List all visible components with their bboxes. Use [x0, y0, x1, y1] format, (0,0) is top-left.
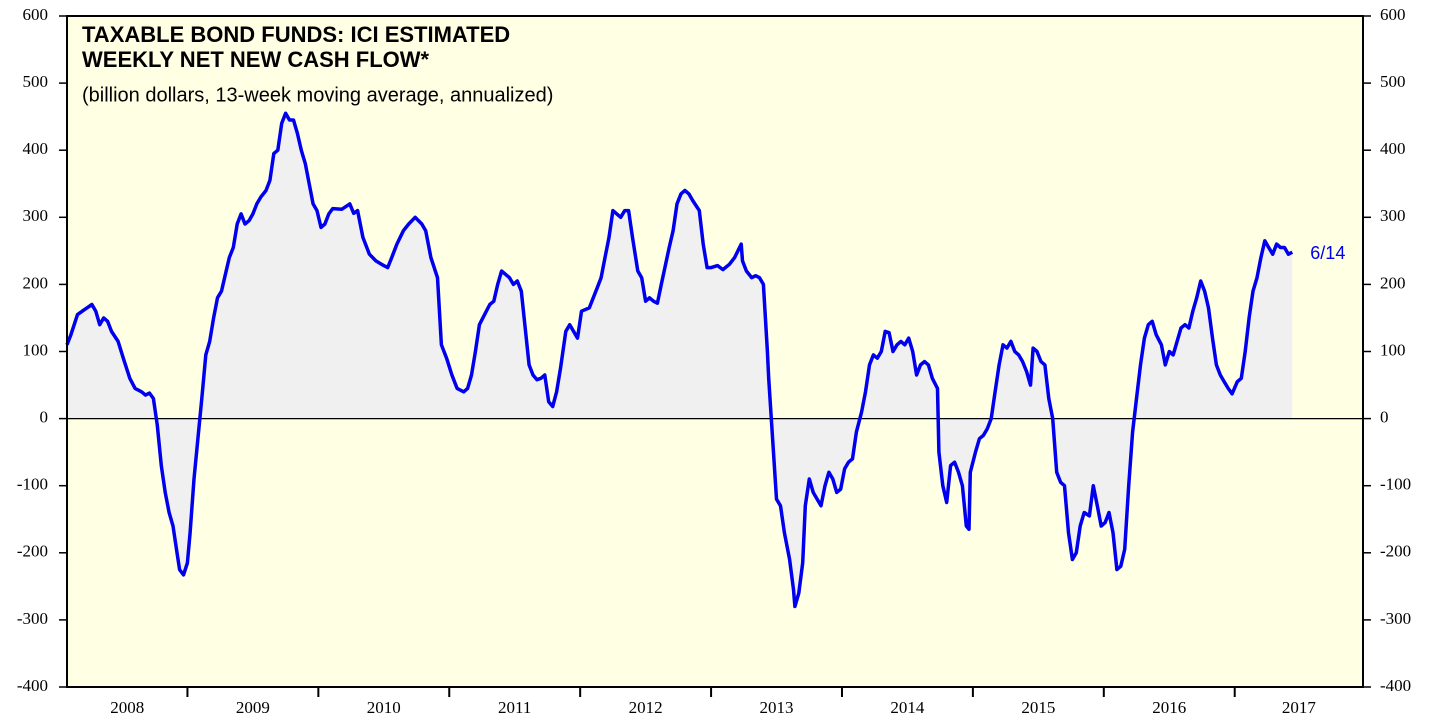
y2-tick-label: 500	[1380, 72, 1406, 91]
y-tick-label: 400	[23, 139, 49, 158]
x-tick-label: 2014	[890, 698, 925, 717]
y2-tick-label: -200	[1380, 542, 1411, 561]
chart-subtitle: (billion dollars, 13-week moving average…	[82, 84, 553, 106]
y-tick-label: -300	[17, 609, 48, 628]
y2-tick-label: 100	[1380, 340, 1406, 359]
y2-tick-label: 400	[1380, 139, 1406, 158]
y-tick-label: -200	[17, 542, 48, 561]
x-tick-label: 2008	[110, 698, 144, 717]
x-tick-label: 2017	[1282, 698, 1317, 717]
y-tick-label: 600	[23, 5, 49, 24]
y2-tick-label: -400	[1380, 676, 1411, 695]
x-tick-label: 2009	[236, 698, 270, 717]
x-tick-label: 2010	[367, 698, 401, 717]
y-tick-label: 300	[23, 206, 49, 225]
x-tick-label: 2015	[1021, 698, 1055, 717]
area	[67, 113, 1293, 607]
x-tick-label: 2012	[629, 698, 663, 717]
y-tick-label: 0	[40, 408, 49, 427]
x-tick-label: 2016	[1152, 698, 1186, 717]
y2-tick-label: -100	[1380, 475, 1411, 494]
chart-title: WEEKLY NET NEW CASH FLOW*	[82, 47, 430, 72]
y-tick-label: 100	[23, 340, 49, 359]
y-tick-label: 500	[23, 72, 49, 91]
annotation: 6/14	[1310, 243, 1345, 263]
y-tick-label: -100	[17, 475, 48, 494]
y2-tick-label: -300	[1380, 609, 1411, 628]
y2-tick-label: 200	[1380, 273, 1406, 292]
x-tick-label: 2013	[760, 698, 794, 717]
y2-tick-label: 300	[1380, 206, 1406, 225]
y2-tick-label: 0	[1380, 408, 1389, 427]
line	[65, 111, 1294, 609]
y2-tick-label: 600	[1380, 5, 1406, 24]
y-tick-label: -400	[17, 676, 48, 695]
y-tick-label: 200	[23, 273, 49, 292]
x-tick-label: 2011	[498, 698, 531, 717]
chart-title: TAXABLE BOND FUNDS: ICI ESTIMATED	[82, 22, 510, 47]
